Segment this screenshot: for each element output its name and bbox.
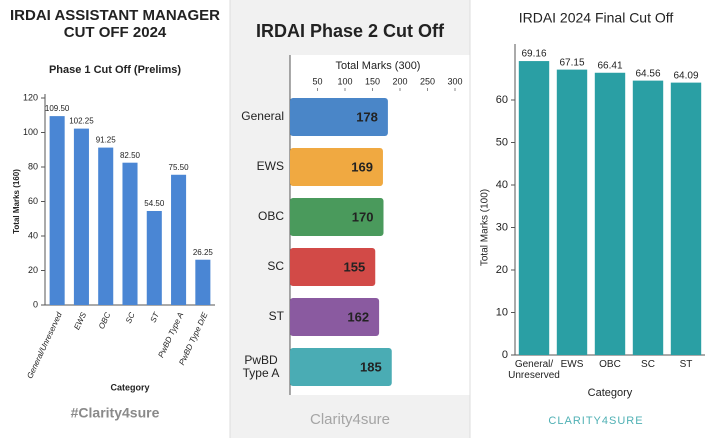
chart-title: IRDAI Phase 2 Cut Off xyxy=(256,21,445,41)
bar xyxy=(290,198,384,236)
x-tick-label: ST xyxy=(149,310,162,324)
bar xyxy=(290,298,380,336)
chart-subtitle: Phase 1 Cut Off (Prelims) xyxy=(49,64,181,76)
bar xyxy=(122,162,138,305)
x-tick-label: 200 xyxy=(392,76,407,86)
value-label: 75.50 xyxy=(169,163,190,172)
value-label: 64.56 xyxy=(635,68,660,79)
x-tick-label: 300 xyxy=(447,76,462,86)
x-tick-label-box: ST xyxy=(679,359,693,370)
x-tick-label-box: EWS xyxy=(560,359,584,370)
bar xyxy=(670,82,702,356)
y-tick-label: 30 xyxy=(496,221,508,233)
bar xyxy=(171,174,187,305)
x-axis-label: Total Marks (300) xyxy=(336,60,421,72)
y-axis-label: Total Marks (100) xyxy=(480,189,491,266)
bar xyxy=(290,348,392,386)
x-tick-label: EWS xyxy=(560,359,584,370)
y-tick-label: 100 xyxy=(23,127,38,137)
value-label: 67.15 xyxy=(559,57,584,68)
value-label: 64.09 xyxy=(673,70,698,81)
y-tick-label: 0 xyxy=(33,299,38,309)
y-tick-label: 40 xyxy=(496,179,508,191)
bar xyxy=(632,80,664,356)
watermark: Clarity4sure xyxy=(310,411,390,428)
value-label: 162 xyxy=(347,309,369,324)
watermark: #Clarity4sure xyxy=(71,405,160,421)
y-tick-label: PwBD Type A xyxy=(242,352,280,380)
y-tick-label: 120 xyxy=(23,92,38,102)
bar xyxy=(290,98,388,136)
value-label: 155 xyxy=(344,259,366,274)
chart-title-box: IRDAI ASSISTANT MANAGER CUT OFF 2024 xyxy=(10,8,220,41)
value-label: 66.41 xyxy=(597,60,622,71)
bar xyxy=(146,210,162,305)
y-tick-label: 60 xyxy=(496,94,508,106)
x-tick-label: PwBD Type A xyxy=(156,311,185,359)
bar xyxy=(290,148,383,186)
x-tick-label-box: SC xyxy=(641,359,655,370)
x-tick-label: ST xyxy=(679,359,693,370)
y-tick-label: SC xyxy=(267,259,284,274)
chart-title: IRDAI ASSISTANT MANAGER CUT OFF 2024 xyxy=(10,8,220,41)
y-tick-label: 60 xyxy=(28,196,38,206)
x-tick-label: SC xyxy=(124,311,137,325)
x-tick-label: 150 xyxy=(365,76,380,86)
x-tick-label-box: OBC xyxy=(599,359,621,370)
x-tick-label: 50 xyxy=(312,76,322,86)
y-tick-label-box: OBC xyxy=(257,209,284,224)
x-tick-label: 100 xyxy=(337,76,352,86)
value-label: 54.50 xyxy=(144,199,165,208)
value-label: 102.25 xyxy=(69,117,94,126)
y-tick-label: OBC xyxy=(257,209,284,224)
y-tick-label-box: SC xyxy=(267,259,284,274)
value-label: 169 xyxy=(351,159,373,174)
chart-title: IRDAI 2024 Final Cut Off xyxy=(519,10,674,26)
x-tick-label: OBC xyxy=(599,359,621,370)
value-label: 109.50 xyxy=(45,104,70,113)
bar xyxy=(195,259,211,305)
watermark: CLARITY4SURE xyxy=(548,415,643,427)
y-tick-label: 20 xyxy=(28,265,38,275)
x-axis-label: Category xyxy=(588,387,633,399)
y-tick-label: EWS xyxy=(256,159,284,174)
value-label: 82.50 xyxy=(120,151,141,160)
y-tick-label: ST xyxy=(268,309,284,324)
y-tick-label: 40 xyxy=(28,230,38,240)
y-axis-label: Total Marks (160) xyxy=(12,169,21,234)
x-tick-label: General/Unreserved xyxy=(25,310,64,380)
y-tick-label-box: ST xyxy=(268,309,284,324)
y-tick-label: 0 xyxy=(502,349,508,361)
y-tick-label-box: EWS xyxy=(256,159,284,174)
value-label: 185 xyxy=(360,359,382,374)
bar xyxy=(98,147,114,305)
y-tick-label: 50 xyxy=(496,136,508,148)
x-tick-label: 250 xyxy=(420,76,435,86)
bar xyxy=(73,128,89,305)
x-tick-label: OBC xyxy=(97,311,113,331)
y-tick-label: 20 xyxy=(496,264,508,276)
y-tick-label-box: General xyxy=(241,109,284,124)
value-label: 69.16 xyxy=(521,49,546,60)
bar xyxy=(290,248,376,286)
value-label: 170 xyxy=(352,209,374,224)
y-tick-label: 80 xyxy=(28,161,38,171)
x-tick-label: EWS xyxy=(72,310,88,331)
x-tick-label-box: General/ Unreserved xyxy=(508,359,560,381)
y-tick-label: 10 xyxy=(496,306,508,318)
value-label: 26.25 xyxy=(193,248,214,257)
x-tick-label: General/ Unreserved xyxy=(508,359,560,381)
y-tick-label-box: PwBD Type A xyxy=(242,352,280,380)
bar xyxy=(49,116,65,305)
bar xyxy=(518,61,550,355)
value-label: 178 xyxy=(356,109,378,124)
bar xyxy=(594,72,626,355)
value-label: 91.25 xyxy=(96,136,117,145)
x-tick-label: SC xyxy=(641,359,655,370)
x-axis-label: Category xyxy=(110,382,149,392)
y-tick-label: General xyxy=(241,109,284,124)
bar xyxy=(556,69,588,356)
